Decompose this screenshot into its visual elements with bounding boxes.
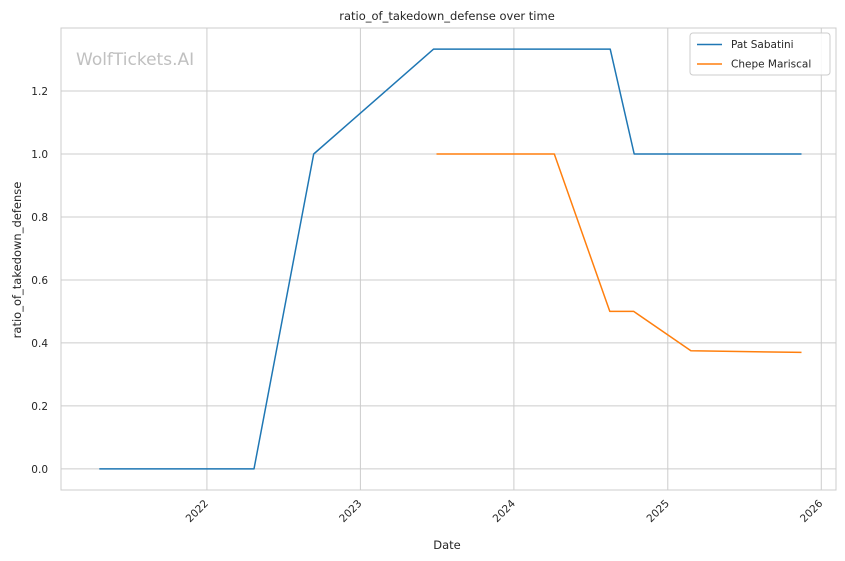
y-tick-label: 1.2	[31, 86, 48, 98]
tick-labels: 0.0 0.2 0.4 0.6 0.8 1.0 1.2 2022 2023 2024 2025 202…	[31, 86, 825, 525]
series-line-pat-sabatini	[99, 48, 802, 470]
legend-box	[689, 32, 831, 76]
watermark: WolfTickets.AI	[76, 50, 194, 70]
grid-lines	[61, 28, 836, 490]
x-tick-label: 2023	[337, 498, 364, 525]
y-tick-label: 0.2	[31, 401, 48, 413]
y-tick-label: 1.0	[31, 149, 48, 161]
x-tick-label: 2025	[645, 498, 672, 525]
legend-label-chepe-mariscal: Chepe Mariscal	[731, 59, 811, 71]
series-line-chepe-mariscal	[436, 153, 802, 354]
y-tick-label: 0.0	[31, 464, 48, 476]
x-tick-label: 2026	[798, 497, 826, 525]
legend-label-pat-sabatini: Pat Sabatini	[731, 39, 794, 51]
x-tick-label: 2022	[184, 498, 211, 525]
y-tick-label: 0.8	[31, 212, 48, 224]
plot-area-frame	[60, 27, 837, 491]
series-layer	[99, 48, 802, 470]
y-tick-label: 0.6	[31, 275, 48, 287]
y-axis-label: ratio_of_takedown_defense	[10, 182, 24, 339]
chart-title: ratio_of_takedown_defense over time	[339, 9, 555, 23]
legend: Pat Sabatini Chepe Mariscal	[689, 32, 831, 76]
x-tick-label: 2024	[491, 497, 519, 525]
x-axis-label: Date	[433, 538, 461, 552]
y-tick-label: 0.4	[31, 338, 48, 350]
